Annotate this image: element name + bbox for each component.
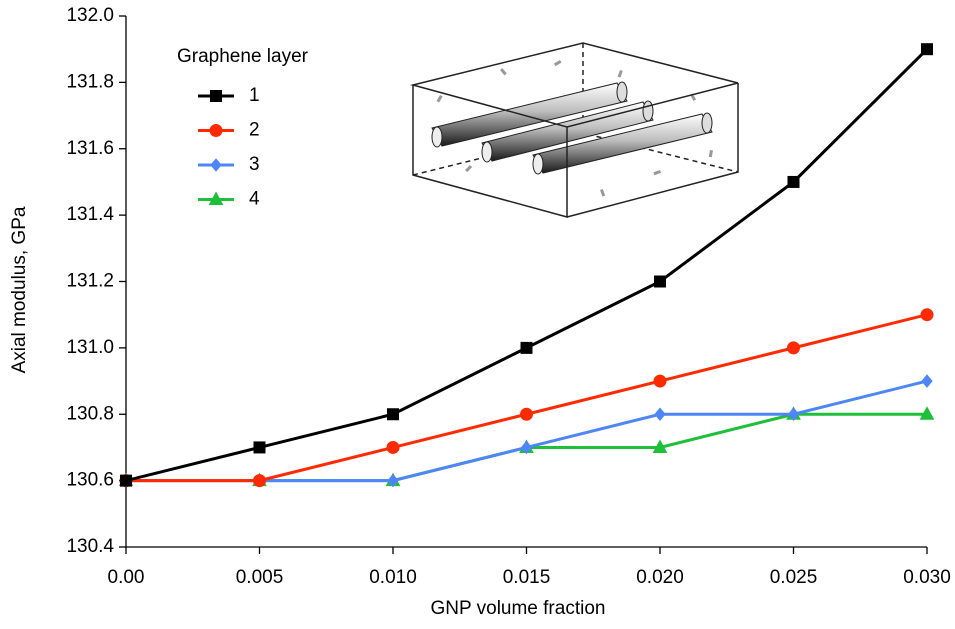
marker: [253, 441, 266, 454]
marker: [387, 473, 399, 488]
y-tick-label: 131.8: [66, 71, 114, 92]
marker: [652, 439, 668, 453]
marker: [919, 406, 935, 420]
x-tick-label: 0.020: [636, 567, 684, 588]
marker: [654, 407, 666, 422]
legend-label: 1: [249, 85, 260, 106]
y-tick-label: 130.8: [66, 403, 114, 424]
marker: [520, 440, 533, 455]
x-tick-label: 0.005: [236, 567, 284, 588]
y-tick-label: 131.4: [66, 204, 114, 225]
legend-marker: [209, 124, 223, 137]
x-tick-label: 0.00: [108, 567, 145, 588]
marker: [520, 341, 533, 354]
marker: [920, 308, 934, 322]
legend-title: Graphene layer: [177, 46, 309, 67]
legend-label: 3: [249, 154, 260, 175]
marker: [520, 407, 533, 421]
y-tick-label: 130.6: [66, 470, 114, 491]
x-axis-label: GNP volume fraction: [431, 598, 606, 619]
y-tick-label: 131.6: [66, 138, 114, 159]
marker: [653, 374, 667, 388]
legend-marker: [210, 158, 222, 172]
marker: [787, 407, 800, 422]
marker: [654, 275, 666, 288]
inset-illustration: [410, 42, 739, 218]
x-tick-label: 0.030: [903, 567, 951, 588]
marker: [921, 43, 933, 56]
legend-label: 4: [249, 189, 260, 210]
marker: [787, 341, 800, 355]
legend-marker: [208, 191, 224, 205]
marker: [386, 440, 400, 454]
marker: [253, 474, 266, 488]
y-axis-label: Axial modulus, GPa: [9, 206, 30, 373]
y-tick-label: 131.0: [66, 337, 114, 358]
marker: [120, 474, 132, 487]
marker: [921, 374, 933, 388]
series-line: [126, 379, 928, 483]
series-line: [126, 313, 928, 483]
legend-marker: [210, 90, 222, 102]
x-tick-label: 0.015: [503, 567, 551, 588]
x-tick-label: 0.010: [369, 567, 417, 588]
y-tick-label: 131.2: [66, 271, 114, 292]
marker: [387, 408, 399, 421]
y-tick-label: 130.4: [66, 536, 114, 557]
x-tick-label: 0.025: [770, 567, 818, 588]
legend-label: 2: [249, 120, 260, 141]
y-tick-label: 132.0: [66, 5, 114, 26]
marker: [787, 175, 800, 188]
